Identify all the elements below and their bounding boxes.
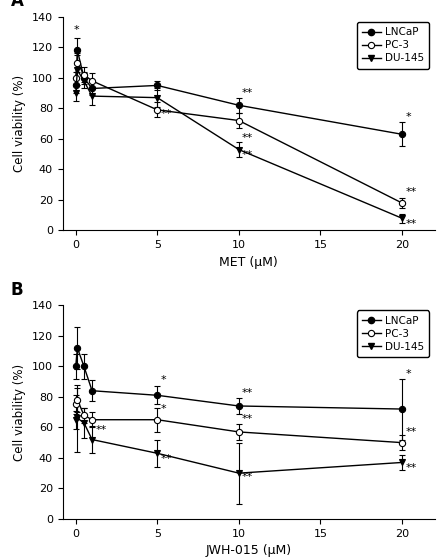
Text: **: **	[405, 426, 417, 436]
Text: **: **	[242, 472, 254, 482]
Legend: LNCaP, PC-3, DU-145: LNCaP, PC-3, DU-145	[357, 310, 429, 357]
Text: **: **	[405, 187, 417, 197]
Text: *: *	[160, 374, 166, 384]
Text: *: *	[160, 403, 166, 413]
Text: **: **	[242, 133, 254, 143]
Text: **: **	[160, 454, 172, 464]
Text: **: **	[160, 109, 172, 119]
Text: **: **	[405, 219, 417, 229]
Legend: LNCaP, PC-3, DU-145: LNCaP, PC-3, DU-145	[357, 22, 429, 69]
Text: *: *	[74, 25, 79, 35]
Y-axis label: Cell viability (%): Cell viability (%)	[13, 75, 26, 172]
Text: **: **	[405, 463, 417, 473]
Text: **: **	[242, 388, 254, 398]
Text: *: *	[405, 112, 411, 122]
Text: A: A	[11, 0, 24, 11]
Text: *: *	[405, 368, 411, 378]
Text: **: **	[242, 150, 254, 160]
Text: **: **	[242, 88, 254, 98]
Y-axis label: Cell viability (%): Cell viability (%)	[13, 363, 26, 461]
Text: **: **	[242, 414, 254, 424]
X-axis label: JWH-015 (μM): JWH-015 (μM)	[206, 544, 292, 557]
Text: B: B	[11, 281, 23, 299]
X-axis label: MET (μM): MET (μM)	[219, 256, 278, 269]
Text: **: **	[95, 425, 107, 435]
